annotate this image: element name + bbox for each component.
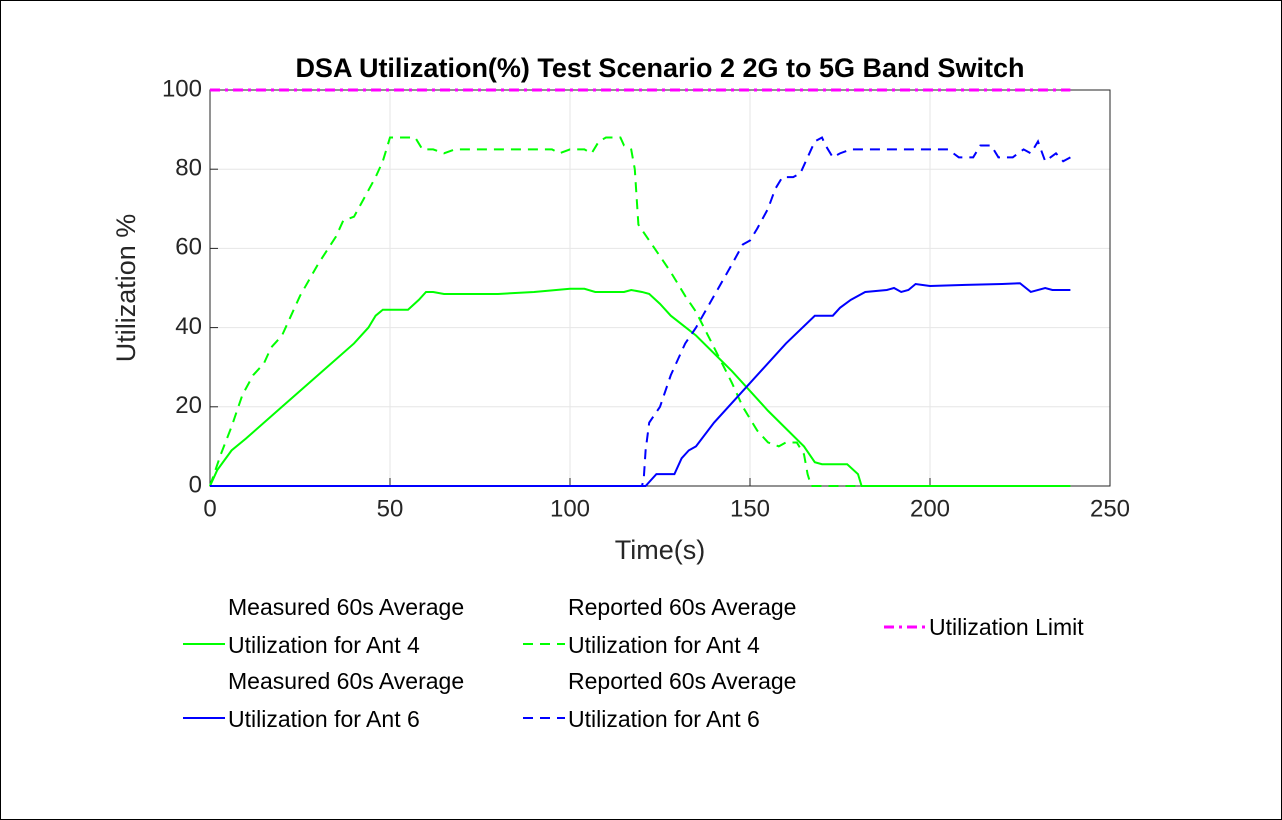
chart-title: DSA Utilization(%) Test Scenario 2 2G to… bbox=[295, 53, 1024, 83]
x-tick-label: 250 bbox=[1090, 495, 1130, 522]
legend-item: Reported 60s Average Utilization for Ant… bbox=[523, 588, 868, 664]
x-tick-label: 50 bbox=[377, 495, 404, 522]
legend-item: Measured 60s Average Utilization for Ant… bbox=[183, 588, 528, 664]
x-axis-label: Time(s) bbox=[615, 535, 705, 565]
legend-swatch bbox=[183, 717, 225, 719]
legend-item: Reported 60s Average Utilization for Ant… bbox=[523, 662, 868, 738]
legend-label: Measured 60s Average Utilization for Ant… bbox=[228, 594, 465, 658]
y-tick-label: 60 bbox=[175, 234, 202, 261]
legend-label: Measured 60s Average Utilization for Ant… bbox=[228, 668, 465, 732]
plot-box bbox=[209, 89, 1111, 487]
x-tick-label: 100 bbox=[550, 495, 590, 522]
y-tick-label: 40 bbox=[175, 313, 202, 340]
legend-swatch bbox=[884, 625, 926, 629]
series-line bbox=[209, 136, 862, 487]
legend-swatch bbox=[523, 717, 565, 719]
legend-swatch bbox=[183, 643, 225, 645]
series-line bbox=[209, 287, 1071, 487]
x-tick-label: 200 bbox=[910, 495, 950, 522]
y-tick-label: 100 bbox=[162, 75, 202, 102]
legend-label: Utilization Limit bbox=[929, 614, 1084, 640]
y-tick-label: 0 bbox=[189, 471, 202, 498]
legend-label: Reported 60s Average Utilization for Ant… bbox=[568, 668, 797, 732]
plot-area bbox=[210, 90, 1110, 486]
legend-label: Reported 60s Average Utilization for Ant… bbox=[568, 594, 797, 658]
y-tick-label: 80 bbox=[175, 155, 202, 182]
y-tick-label: 20 bbox=[175, 392, 202, 419]
x-tick-label: 0 bbox=[203, 495, 216, 522]
legend-item: Utilization Limit bbox=[884, 608, 1084, 646]
series-line bbox=[210, 282, 1071, 487]
x-tick-label: 150 bbox=[730, 495, 770, 522]
y-axis-label: Utilization % bbox=[111, 214, 141, 363]
legend-swatch bbox=[523, 643, 565, 645]
legend-item: Measured 60s Average Utilization for Ant… bbox=[183, 662, 528, 738]
